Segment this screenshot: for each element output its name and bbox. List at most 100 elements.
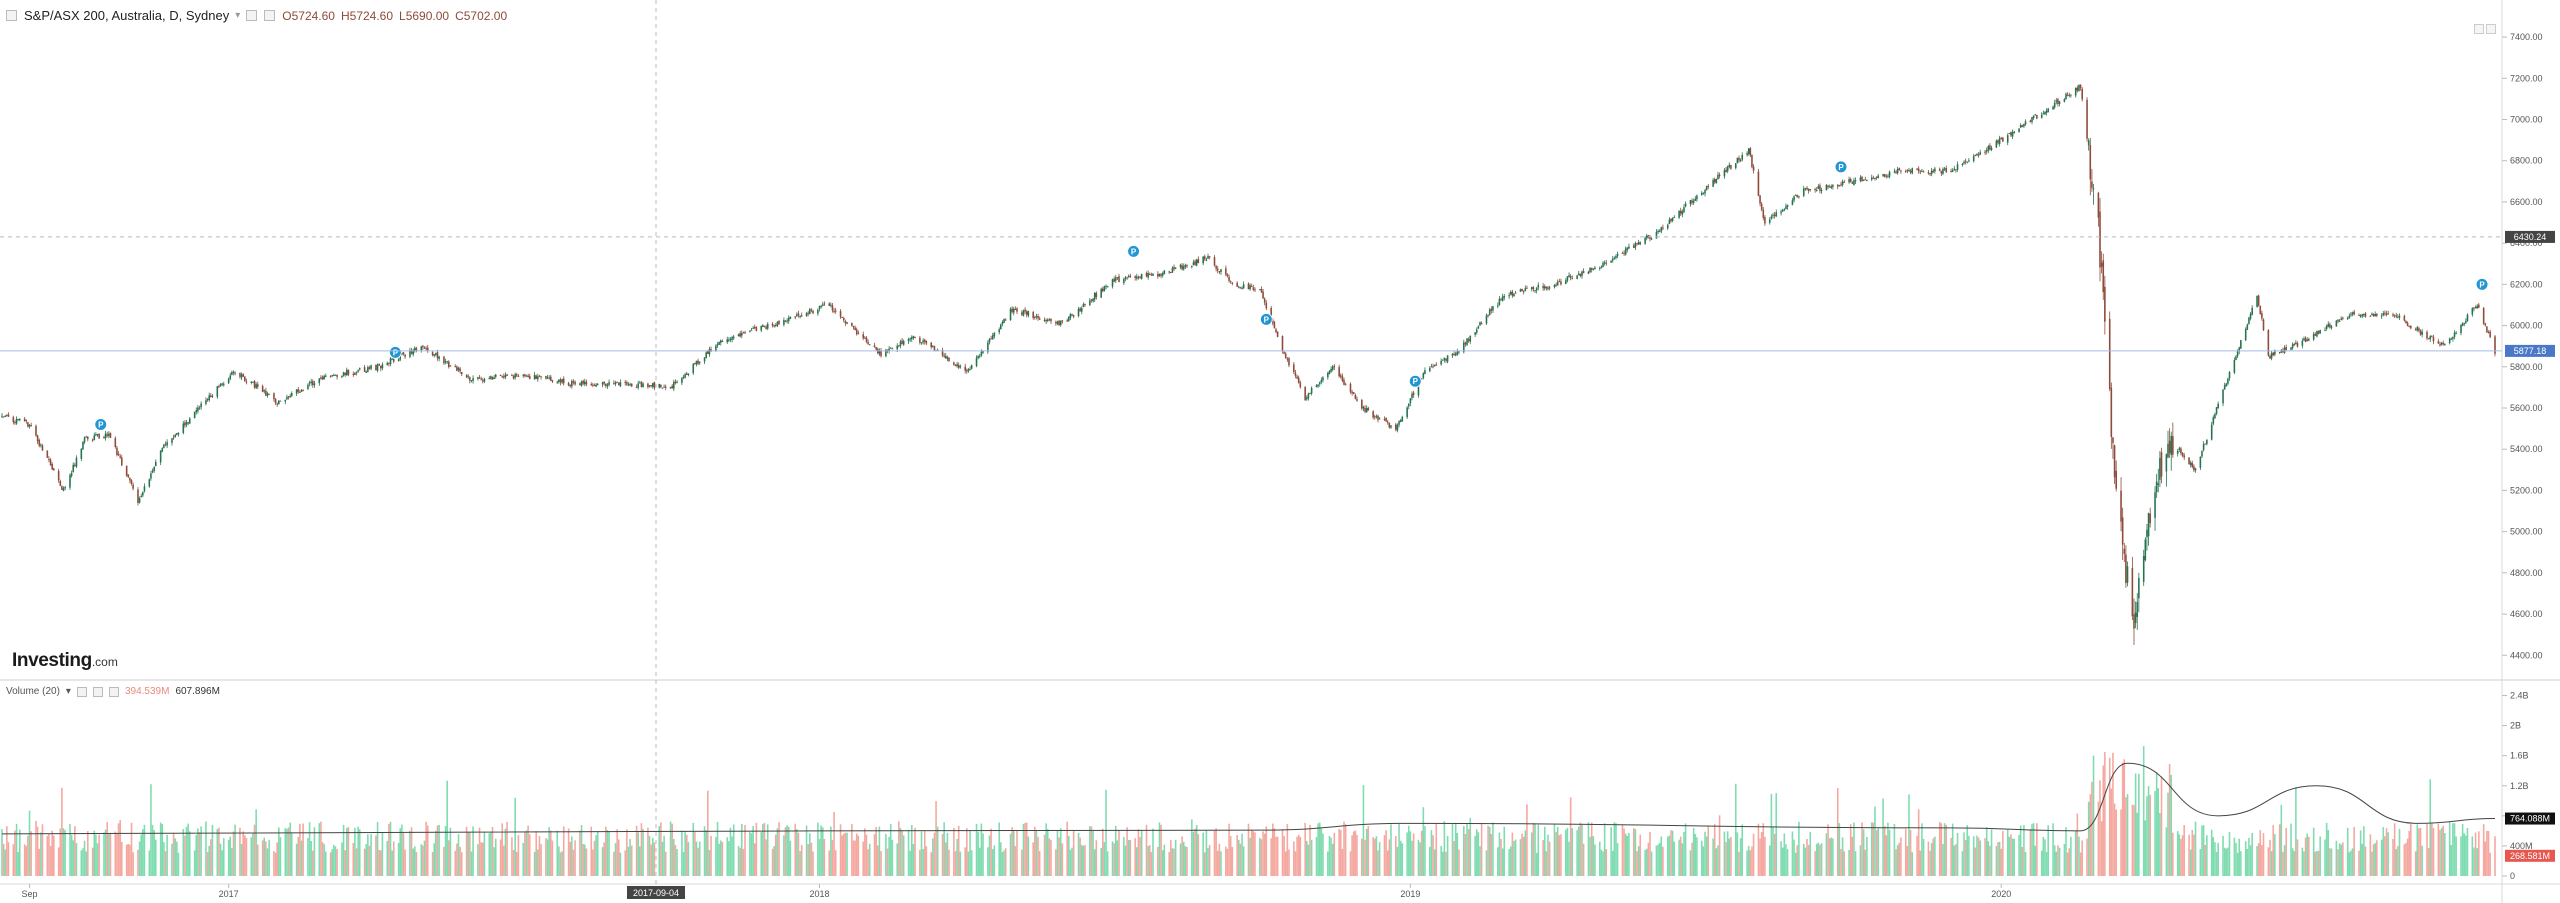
volume-bar <box>344 850 346 876</box>
volume-value: 394.539M <box>124 686 170 697</box>
candle-body <box>639 382 641 384</box>
candle-body <box>716 344 719 346</box>
candle-body <box>839 311 842 317</box>
volume-bar <box>880 851 882 876</box>
volume-bar <box>2167 792 2169 876</box>
candle-body <box>2303 338 2305 341</box>
volume-bar <box>1420 830 1423 876</box>
symbol-title[interactable]: S&P/ASX 200, Australia, D, Sydney <box>24 8 230 23</box>
candle-body <box>902 340 905 345</box>
volume-bar <box>2432 828 2435 876</box>
volume-bar <box>287 827 290 876</box>
volume-bar <box>993 845 996 876</box>
candle-body <box>252 381 254 383</box>
candle-body <box>987 342 989 352</box>
volume-bar <box>2371 851 2373 876</box>
candle-body <box>1307 393 1310 399</box>
candle-body <box>1705 186 1708 191</box>
candle-body <box>1730 165 1732 169</box>
candle-body <box>1589 267 1591 273</box>
candle-body <box>2329 324 2331 328</box>
volume-bar <box>1171 848 1174 876</box>
volume-bar <box>1930 843 1933 876</box>
candle-body <box>1762 209 1765 218</box>
signal-marker[interactable]: P <box>2475 277 2489 291</box>
volume-bar <box>1157 846 1159 876</box>
candle-body <box>1749 148 1752 156</box>
candle-body <box>771 323 774 326</box>
visibility-toggle-icon[interactable] <box>76 686 87 697</box>
volume-bar <box>2338 843 2341 876</box>
signal-marker[interactable]: P <box>388 345 402 359</box>
time-axis[interactable]: Sep 2017 2018 2019 2020 <box>22 884 2012 899</box>
candle-body <box>784 321 787 323</box>
volume-bar <box>1179 843 1182 876</box>
signal-marker[interactable]: P <box>1259 312 1273 326</box>
volume-bar <box>410 827 413 876</box>
candle-body <box>663 386 665 388</box>
candle-body <box>624 381 627 383</box>
volume-bar <box>6 826 8 876</box>
volume-title[interactable]: Volume (20) <box>6 686 60 697</box>
volume-bar <box>2172 832 2174 876</box>
volume-bar <box>1173 848 1175 876</box>
volume-bar <box>582 844 584 876</box>
volume-bar <box>1513 840 1515 876</box>
volume-bar <box>902 835 905 876</box>
candle-body <box>1349 383 1352 392</box>
candle-body <box>1943 168 1946 170</box>
candle-body <box>414 347 416 351</box>
collapse-icon[interactable] <box>6 10 17 21</box>
volume-bar <box>2405 842 2407 876</box>
signal-marker[interactable]: P <box>1127 244 1141 258</box>
candle-body <box>48 458 50 460</box>
close-icon[interactable] <box>108 686 119 697</box>
candle-body <box>2306 339 2309 342</box>
volume-bar <box>1318 822 1321 876</box>
signal-markers[interactable]: P P P P P P P <box>94 160 2489 431</box>
candle-body <box>172 437 175 439</box>
volume-bar <box>805 825 808 876</box>
volume-bar <box>2212 837 2215 876</box>
signal-marker[interactable]: P <box>1834 160 1848 174</box>
candle-body <box>1466 338 1468 345</box>
volume-bar <box>1469 817 1472 876</box>
settings-icon[interactable] <box>92 686 103 697</box>
candle-body <box>438 356 440 360</box>
candle-body <box>346 369 348 376</box>
volume-bar <box>2081 840 2083 876</box>
candle-body <box>1435 364 1438 366</box>
volume-bar <box>1463 826 1465 876</box>
signal-marker[interactable]: P <box>1408 374 1422 388</box>
candle-body <box>423 347 426 349</box>
candle-body <box>85 436 87 438</box>
volume-bar <box>753 843 756 876</box>
settings-icon[interactable] <box>264 10 276 21</box>
candle-body <box>2244 329 2247 341</box>
visibility-toggle-icon[interactable] <box>246 10 258 21</box>
volume-bar <box>2181 835 2184 876</box>
fullscreen-icon[interactable] <box>2474 24 2484 34</box>
candle-body <box>944 355 947 358</box>
volume-bar <box>354 827 356 876</box>
candle-body <box>69 475 71 488</box>
chevron-down-icon[interactable]: ▾ <box>65 686 71 697</box>
volume-bar <box>1904 828 1907 876</box>
candle-body <box>2337 319 2339 322</box>
volume-bar <box>1825 833 1828 876</box>
volume-bar <box>2214 842 2216 876</box>
volume-bar <box>1490 833 1493 876</box>
screenshot-icon[interactable] <box>2486 24 2496 34</box>
candle-body <box>1239 287 1242 289</box>
volume-bar <box>1691 842 1693 876</box>
chevron-down-icon[interactable]: ▾ <box>235 10 241 21</box>
price-axis[interactable]: 7400.007200.007000.006800.006600.006400.… <box>2502 32 2543 660</box>
volume-bar <box>820 825 822 876</box>
candle-body <box>333 374 335 376</box>
signal-marker[interactable]: P <box>94 417 108 431</box>
volume-bar <box>188 831 191 876</box>
volume-bar <box>1354 830 1357 876</box>
candle-body <box>2444 343 2446 346</box>
candle-body <box>184 422 186 426</box>
